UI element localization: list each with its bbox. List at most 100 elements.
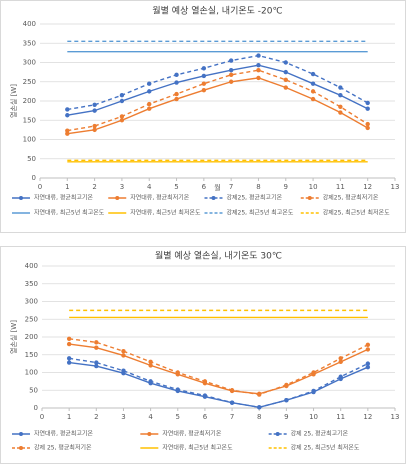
- point: [66, 336, 72, 341]
- point: [283, 77, 288, 83]
- point: [201, 81, 207, 86]
- y-tick-label: 300: [23, 59, 36, 67]
- x-tick-label: 6: [203, 413, 208, 421]
- x-tick-label: 11: [336, 413, 345, 421]
- y-tick-label: 250: [25, 315, 38, 323]
- legend-marker: [19, 196, 23, 200]
- legend-label: 자연대류, 평균최저기온: [130, 194, 189, 202]
- point: [92, 102, 97, 108]
- point: [119, 98, 125, 104]
- point: [66, 360, 72, 365]
- point: [175, 370, 180, 375]
- y-tick-label: 150: [23, 116, 36, 124]
- x-tick-label: 0: [40, 413, 44, 421]
- point: [365, 361, 371, 366]
- x-tick-label: 6: [202, 183, 207, 191]
- x-tick-label: 7: [230, 413, 234, 421]
- x-tick-label: 5: [176, 413, 180, 421]
- point: [66, 341, 72, 347]
- series-line: [69, 343, 369, 395]
- point: [228, 58, 234, 63]
- point: [147, 81, 152, 86]
- point: [119, 118, 125, 123]
- point: [283, 60, 288, 65]
- point: [310, 89, 316, 94]
- x-tick-label: 12: [363, 413, 372, 421]
- point: [201, 73, 207, 79]
- legend-label: 자연대류, 평균최고기온: [34, 430, 93, 438]
- point: [229, 400, 235, 405]
- legend-label: 자연대류, 평균최저기온: [162, 430, 221, 438]
- y-tick-label: 100: [25, 369, 38, 377]
- point: [174, 80, 179, 85]
- legend-marker: [115, 196, 120, 200]
- point: [283, 85, 288, 90]
- point: [365, 106, 370, 111]
- y-tick-label: 0: [34, 404, 38, 412]
- point: [148, 359, 153, 365]
- x-tick-label: 9: [284, 183, 288, 191]
- x-tick-label: 0: [38, 183, 42, 191]
- y-axis-label: 열손실 [W]: [9, 84, 18, 118]
- point: [284, 397, 289, 403]
- point: [66, 356, 72, 361]
- y-tick-label: 300: [25, 298, 38, 306]
- point: [121, 349, 126, 354]
- y-tick-label: 350: [25, 280, 38, 288]
- x-tick-label: 11: [336, 183, 345, 191]
- point: [257, 392, 262, 397]
- x-tick-label: 3: [121, 413, 125, 421]
- legend-label: 자연대류, 최근5년 최고온도: [34, 209, 105, 217]
- point: [202, 393, 208, 398]
- legend-label: 자연대류, 최근5년 최저온도: [130, 209, 201, 217]
- point: [175, 387, 180, 392]
- point: [228, 72, 234, 78]
- x-tick-label: 2: [92, 183, 96, 191]
- chart-title: 월별 예상 열손실, 내기온도 -20℃: [152, 5, 282, 17]
- point: [365, 125, 370, 131]
- point: [65, 113, 70, 118]
- point: [94, 345, 99, 350]
- x-tick-label: 10: [309, 413, 318, 421]
- point: [147, 89, 152, 94]
- x-axis-label: 월: [214, 183, 220, 192]
- point: [365, 364, 371, 370]
- x-tick-label: 4: [147, 183, 152, 191]
- point: [228, 79, 234, 84]
- point: [257, 405, 262, 410]
- legend-label: 강제 25, 최근5년 최저온도: [291, 444, 360, 452]
- x-tick-label: 10: [309, 183, 318, 191]
- point: [311, 370, 316, 375]
- legend-label: 강제 25, 평균최저기온: [34, 444, 92, 452]
- x-tick-label: 9: [284, 413, 288, 421]
- y-tick-label: 50: [27, 155, 36, 163]
- point: [94, 340, 99, 345]
- point: [121, 368, 126, 373]
- point: [365, 100, 370, 106]
- point: [228, 68, 234, 73]
- point: [283, 69, 288, 75]
- point: [256, 75, 261, 81]
- legend-label: 자연대류, 최근5년 최고온도: [162, 444, 233, 452]
- point: [174, 96, 179, 102]
- point: [65, 131, 70, 136]
- point: [311, 388, 316, 394]
- point: [256, 53, 261, 58]
- y-axis-label: 열손실 [W]: [9, 320, 18, 354]
- y-tick-label: 250: [23, 78, 36, 86]
- x-tick-label: 13: [391, 183, 400, 191]
- point: [147, 101, 152, 107]
- legend-marker: [19, 446, 23, 450]
- y-tick-label: 100: [23, 136, 36, 144]
- series-line: [67, 77, 369, 135]
- point: [65, 128, 70, 133]
- point: [338, 356, 343, 361]
- legend-label: 강제25, 최근5년 최저온도: [323, 209, 390, 217]
- x-tick-label: 8: [256, 183, 260, 191]
- legend-label: 강제25, 평균최고기온: [227, 194, 283, 202]
- point: [92, 127, 97, 133]
- y-tick-label: 200: [23, 97, 36, 105]
- point: [147, 106, 152, 111]
